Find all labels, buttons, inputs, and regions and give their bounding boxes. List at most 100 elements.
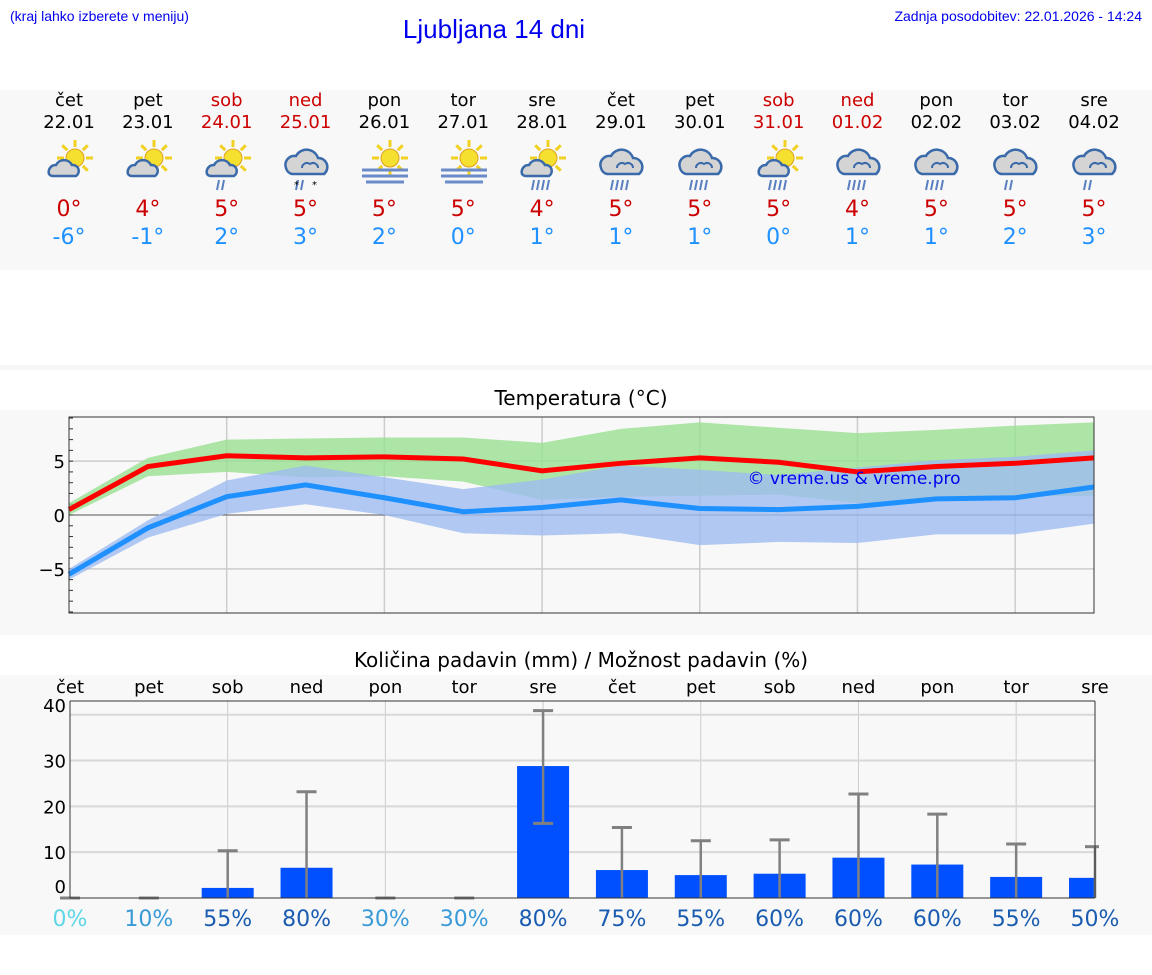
precipitation-chart-title: Količina padavin (mm) / Možnost padavin … — [353, 648, 809, 672]
last-updated: Zadnja posodobitev: 22.01.2026 - 14:24 — [894, 8, 1142, 24]
cloud-light-rain-icon — [1066, 138, 1122, 194]
day-name: sre — [1080, 90, 1108, 111]
x-category-label: pet — [686, 677, 716, 698]
forecast-day: čet 29.01 5° 1° — [582, 90, 660, 252]
precipitation-probability: 10% — [124, 907, 173, 932]
plot-frame — [68, 416, 1095, 614]
forecast-day: tor 27.01 5° 0° — [424, 90, 502, 252]
forecast-day: pon 26.01 5° 2° — [345, 90, 423, 252]
min-temperature: 0° — [766, 225, 792, 250]
precipitation-probability: 60% — [834, 907, 883, 932]
x-category-label: tor — [451, 677, 477, 698]
y-tick-label: 0 — [54, 506, 65, 527]
forecast-day: pet 30.01 5° 1° — [661, 90, 739, 252]
min-temperature: 0° — [450, 225, 476, 250]
day-date: 01.02 — [831, 112, 884, 133]
forecast-day: ned 25.01 * * 5° 3° — [267, 90, 345, 252]
precipitation-probability: 55% — [676, 907, 725, 932]
sun-cloud-icon — [120, 138, 176, 194]
day-date: 03.02 — [989, 112, 1041, 133]
cloud-rain-icon — [672, 138, 728, 194]
max-temperature: 0° — [56, 197, 82, 222]
day-name: čet — [54, 90, 84, 111]
max-temperature: 5° — [1081, 197, 1107, 222]
forecast-day: pet 23.01 4° -1° — [109, 90, 187, 252]
precipitation-probability: 55% — [992, 907, 1041, 932]
day-name: tor — [1002, 90, 1028, 111]
cloud-sleet-icon: * * — [278, 138, 334, 194]
precipitation-probability: 75% — [597, 907, 646, 932]
y-tick-label: 20 — [43, 797, 66, 818]
divider — [0, 365, 1152, 370]
max-temperature: 5° — [923, 197, 949, 222]
day-name: pon — [919, 90, 954, 111]
forecast-day: ned 01.02 4° 1° — [819, 90, 897, 252]
precipitation-probability: 55% — [203, 907, 252, 932]
y-tick-label: 10 — [43, 843, 66, 864]
forecast-day: pon 02.02 5° 1° — [897, 90, 975, 252]
svg-text:*: * — [312, 180, 317, 191]
day-name: ned — [288, 90, 323, 111]
x-category-label: pet — [134, 677, 164, 698]
sun-fog-icon — [435, 138, 491, 194]
precipitation-probability: 30% — [440, 907, 489, 932]
day-name: tor — [450, 90, 476, 111]
min-temperature: -6° — [52, 225, 86, 250]
min-temperature: 1° — [529, 225, 555, 250]
x-category-label: čet — [56, 677, 84, 698]
max-temperature: 5° — [450, 197, 476, 222]
max-temperature: 5° — [687, 197, 713, 222]
day-date: 28.01 — [516, 112, 568, 133]
x-category-label: sre — [529, 677, 556, 698]
max-temperature: 5° — [371, 197, 397, 222]
day-date: 04.02 — [1068, 112, 1120, 133]
max-temperature: 5° — [1002, 197, 1028, 222]
day-name: pet — [685, 90, 715, 111]
forecast-day: sre 28.01 4° 1° — [503, 90, 581, 252]
sun-cloud-rain-icon — [514, 138, 570, 194]
forecast-day: tor 03.02 5° 2° — [976, 90, 1054, 252]
x-category-label: sob — [764, 677, 796, 698]
forecast-day: čet 22.01 0° -6° — [30, 90, 108, 252]
max-temperature: 4° — [135, 197, 161, 222]
sun-cloud-icon — [41, 138, 97, 194]
cloud-rain-icon — [830, 138, 886, 194]
svg-text:*: * — [294, 180, 299, 191]
min-temperature: 2° — [371, 225, 397, 250]
min-temperature: 1° — [687, 225, 713, 250]
x-category-label: pon — [368, 677, 402, 698]
max-temperature: 5° — [608, 197, 634, 222]
min-temperature: 1° — [845, 225, 870, 250]
cloud-rain-icon — [593, 138, 649, 194]
x-category-label: sob — [212, 677, 244, 698]
max-temperature: 5° — [766, 197, 792, 222]
day-date: 27.01 — [437, 112, 490, 133]
sun-cloud-light-rain-icon — [199, 138, 255, 194]
day-name: sob — [210, 90, 243, 111]
sun-cloud-rain-icon — [751, 138, 807, 194]
precipitation-probability: 0% — [53, 907, 88, 932]
min-temperature-line — [67, 482, 1095, 577]
x-category-label: ned — [290, 677, 324, 698]
precipitation-probability: 60% — [755, 907, 804, 932]
day-date: 31.01 — [752, 112, 805, 133]
precipitation-probability: 50% — [1071, 907, 1120, 932]
min-temperature: 2° — [1002, 225, 1028, 250]
forecast-day: sre 04.02 5° 3° — [1055, 90, 1133, 252]
watermark: © vreme.us & vreme.pro — [747, 469, 960, 489]
y-tick-label: 40 — [43, 696, 66, 717]
precipitation-probability: 80% — [282, 907, 331, 932]
precipitation-bar — [1069, 877, 1095, 898]
daily-forecast-strip: čet 22.01 0° -6° pet 23.01 4° -1° sob 24.0… — [0, 90, 1152, 270]
min-temperature: 1° — [923, 225, 949, 250]
day-name: sre — [528, 90, 556, 111]
max-temperature: 5° — [293, 197, 319, 222]
forecast-day: sob 31.01 5° 0° — [740, 90, 818, 252]
day-name: pon — [367, 90, 402, 111]
min-temperature: 3° — [293, 225, 319, 250]
min-temperature-range-band — [69, 450, 1094, 580]
page-title: Ljubljana 14 dni — [402, 14, 586, 44]
x-category-label: sre — [1081, 677, 1108, 698]
